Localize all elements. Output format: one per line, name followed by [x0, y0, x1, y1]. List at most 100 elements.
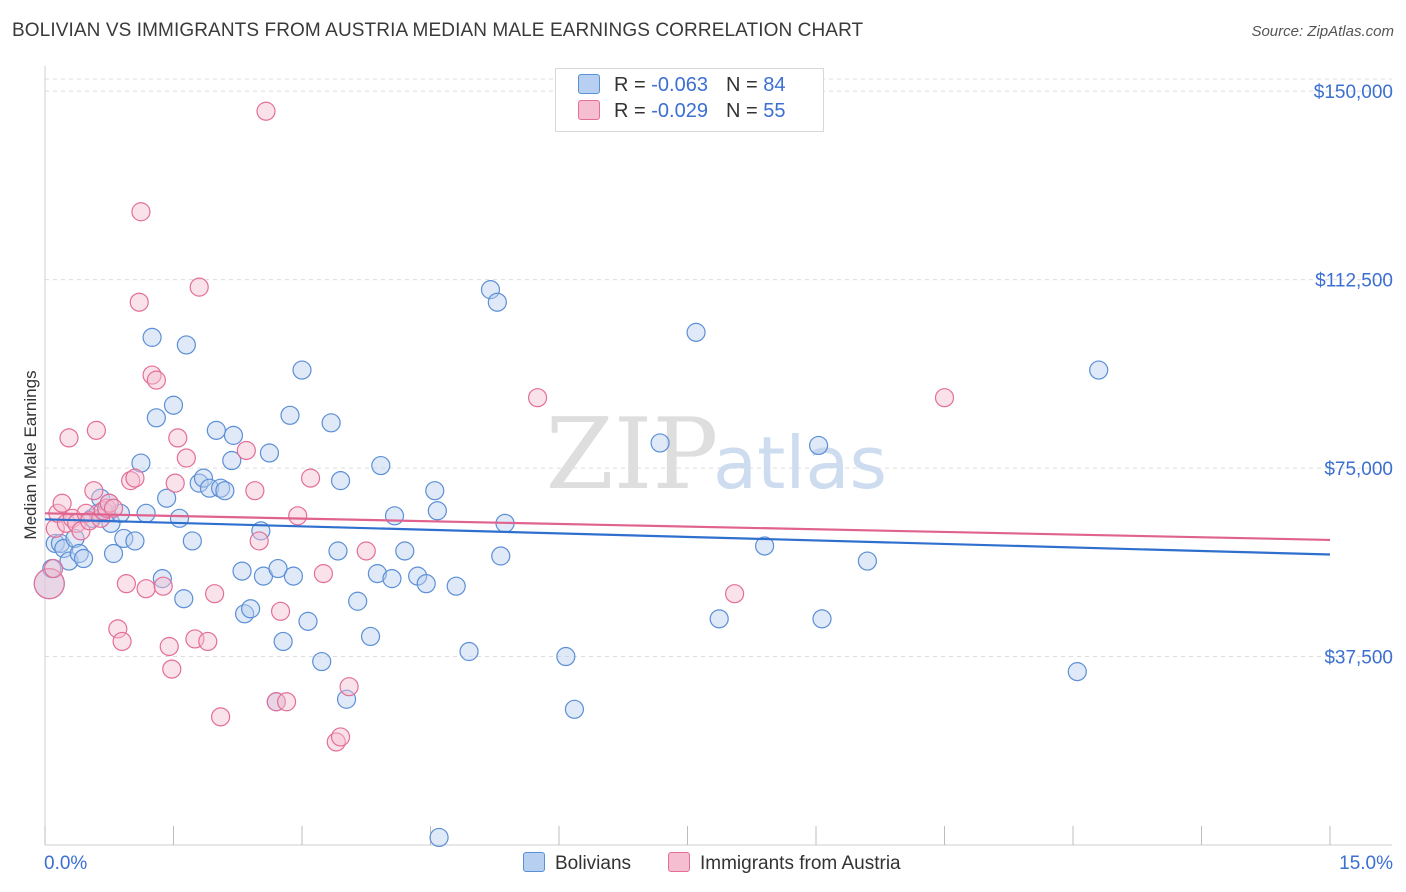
bolivian-point	[283, 566, 304, 586]
austria-point	[59, 428, 79, 448]
legend-r-label: R =	[614, 100, 652, 122]
bolivian-point	[268, 558, 288, 579]
chart-title: BOLIVIAN VS IMMIGRANTS FROM AUSTRIA MEDI…	[12, 20, 864, 41]
watermark-zip: ZIP	[546, 398, 719, 512]
bolivian-point	[446, 576, 466, 596]
austria-point	[116, 574, 136, 594]
bolivian-point	[371, 455, 391, 476]
legend-n-label: N =	[725, 100, 764, 122]
austria-point	[153, 576, 173, 596]
bolivian-point	[459, 641, 479, 662]
bolivian-point	[136, 503, 156, 523]
bolivian-point	[280, 405, 300, 425]
bolivian-point	[650, 433, 670, 453]
austria-point	[165, 473, 185, 493]
bolivian-point	[808, 435, 829, 456]
bolivian-point	[176, 335, 196, 355]
bolivians-trend-line	[44, 518, 1331, 556]
bolivian-point	[312, 651, 332, 672]
austria-point	[527, 388, 548, 408]
austria-point	[97, 498, 117, 518]
legend-r-value: -0.063	[651, 74, 708, 96]
austria-point	[249, 531, 269, 551]
austria-point	[162, 659, 182, 679]
bolivian-point	[1067, 662, 1087, 682]
bottom-legend-bolivians: Bolivians	[523, 852, 631, 875]
bolivian-point	[215, 481, 235, 501]
bolivian-point	[425, 481, 445, 501]
austria-point	[270, 601, 291, 621]
bolivian-point	[273, 631, 293, 652]
bolivian-point	[157, 488, 177, 508]
bottom-legend-austria: Immigrants from Austria	[668, 852, 901, 875]
bolivian-point	[298, 611, 318, 631]
y-axis-label: Median Male Earnings	[21, 370, 40, 539]
bolivian-point	[232, 561, 252, 581]
legend-row-austria: R = -0.029 N = 55	[578, 100, 785, 126]
bolivian-point	[59, 551, 79, 571]
bottom-legend-label: Bolivians	[555, 853, 632, 874]
austria-point	[125, 468, 145, 488]
legend-swatch-blue	[578, 74, 600, 94]
austria-point	[330, 727, 351, 747]
bolivian-point	[416, 574, 436, 594]
source-note: Source: ZipAtlas.com	[1251, 23, 1394, 40]
legend-n-value: 84	[763, 74, 786, 96]
austria-point	[356, 541, 376, 561]
austria-point	[725, 584, 745, 604]
y-tick-label: $150,000	[1314, 82, 1393, 103]
bolivian-point	[199, 478, 220, 498]
bolivian-point	[193, 468, 214, 488]
bolivian-point	[103, 543, 124, 564]
bolivian-point	[114, 528, 134, 549]
bolivian-point	[223, 425, 244, 445]
austria-point	[339, 677, 359, 697]
austria-point	[176, 448, 196, 468]
x-tick-label-max: 15.0%	[1339, 853, 1393, 874]
bolivian-point	[174, 589, 194, 609]
bottom-legend-swatch-blue	[523, 852, 545, 872]
austria-point	[129, 292, 149, 312]
legend-row-bolivians: R = -0.063 N = 84	[578, 74, 785, 100]
austria-point	[103, 498, 124, 518]
y-tick-label: $37,500	[1324, 648, 1393, 669]
austria-trend-line	[44, 512, 1331, 542]
austria-points	[33, 101, 955, 752]
austria-point	[84, 481, 104, 501]
bolivian-point	[142, 327, 162, 347]
x-tick-label-min: 0.0%	[44, 853, 87, 874]
bolivian-point	[235, 604, 255, 624]
bolivian-point	[222, 450, 242, 471]
legend-swatch-pink	[578, 100, 600, 120]
bolivian-point	[709, 609, 729, 629]
bolivian-point	[125, 531, 145, 551]
y-tick-label: $112,500	[1315, 271, 1393, 292]
bolivian-point	[73, 548, 94, 569]
legend-n-value: 55	[763, 100, 786, 122]
bolivian-point	[1089, 360, 1109, 380]
austria-point	[313, 564, 334, 584]
austria-point	[146, 370, 166, 390]
bolivian-point	[259, 443, 280, 463]
bolivian-point	[429, 827, 449, 848]
bolivian-point	[395, 541, 415, 561]
tick-labels: $37,500 $75,000 $112,500 $150,000 0.0% 15.0%	[44, 82, 1393, 874]
austria-point	[168, 428, 188, 448]
austria-point	[256, 101, 276, 121]
legend-r-value: -0.029	[651, 100, 708, 122]
austria-point	[205, 584, 225, 604]
austria-point	[52, 493, 72, 513]
austria-point	[108, 619, 128, 639]
austria-point	[245, 481, 265, 501]
bolivian-point	[491, 546, 511, 566]
bolivian-point	[206, 420, 226, 440]
watermark-atlas: atlas	[713, 421, 887, 505]
bolivian-point	[487, 292, 507, 312]
bolivian-point	[328, 541, 348, 561]
bolivian-point	[152, 569, 172, 589]
austria-point	[43, 558, 64, 579]
austria-point	[211, 707, 231, 727]
austria-point	[266, 692, 286, 712]
austria-point	[276, 692, 297, 712]
